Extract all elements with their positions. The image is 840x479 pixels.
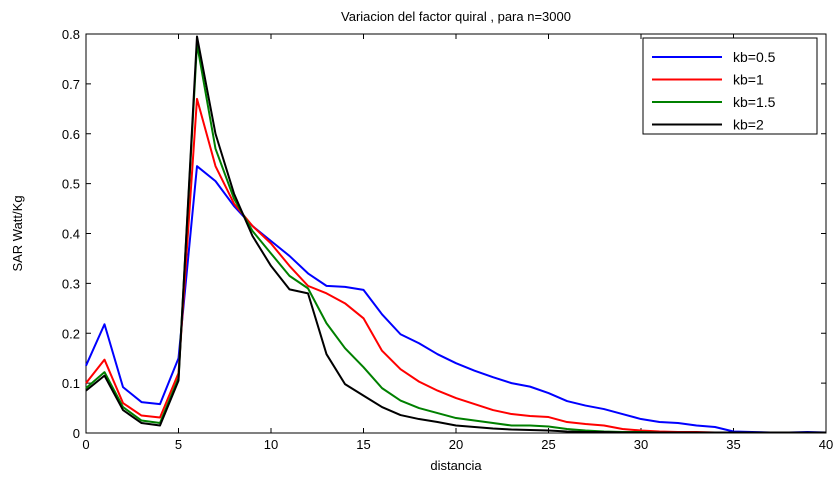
y-tick-label: 0.2 <box>62 326 80 341</box>
x-tick-label: 25 <box>541 437 555 452</box>
axis-ticks: 0 5 10 15 20 25 30 35 40 0 0.1 0.2 0.3 0.4 0.5 0.6 0.7 0.… <box>62 27 833 452</box>
x-axis-label: distancia <box>430 458 482 473</box>
legend-label: kb=1.5 <box>733 94 776 110</box>
x-tick-label: 10 <box>264 437 278 452</box>
x-tick-label: 40 <box>819 437 833 452</box>
series-lines <box>85 35 827 434</box>
y-tick-label: 0.1 <box>62 376 80 391</box>
x-tick-label: 5 <box>175 437 182 452</box>
x-tick-label: 35 <box>726 437 740 452</box>
legend: kb=0.5 kb=1 kb=1.5 kb=2 <box>642 37 818 135</box>
y-axis-label: SAR Watt/Kg <box>10 195 25 271</box>
y-tick-label: 0 <box>73 426 80 441</box>
legend-items: kb=0.5 kb=1 kb=1.5 kb=2 <box>652 49 776 133</box>
x-tick-label: 15 <box>356 437 370 452</box>
x-tick-label: 30 <box>634 437 648 452</box>
legend-label: kb=2 <box>733 117 764 133</box>
y-tick-label: 0.8 <box>62 27 80 42</box>
chart-title: Variacion del factor quiral , para n=300… <box>341 9 571 24</box>
y-tick-label: 0.5 <box>62 177 80 192</box>
legend-label: kb=0.5 <box>733 49 776 65</box>
legend-label: kb=1 <box>733 72 764 88</box>
y-tick-label: 0.6 <box>62 127 80 142</box>
y-tick-label: 0.7 <box>62 77 80 92</box>
legend-box <box>642 37 818 135</box>
x-tick-label: 0 <box>82 437 89 452</box>
series-line-4 <box>85 35 826 434</box>
y-tick-label: 0.4 <box>62 227 80 242</box>
y-tick-label: 0.3 <box>62 276 80 291</box>
x-tick-label: 20 <box>449 437 463 452</box>
series-line-1 <box>85 165 827 434</box>
